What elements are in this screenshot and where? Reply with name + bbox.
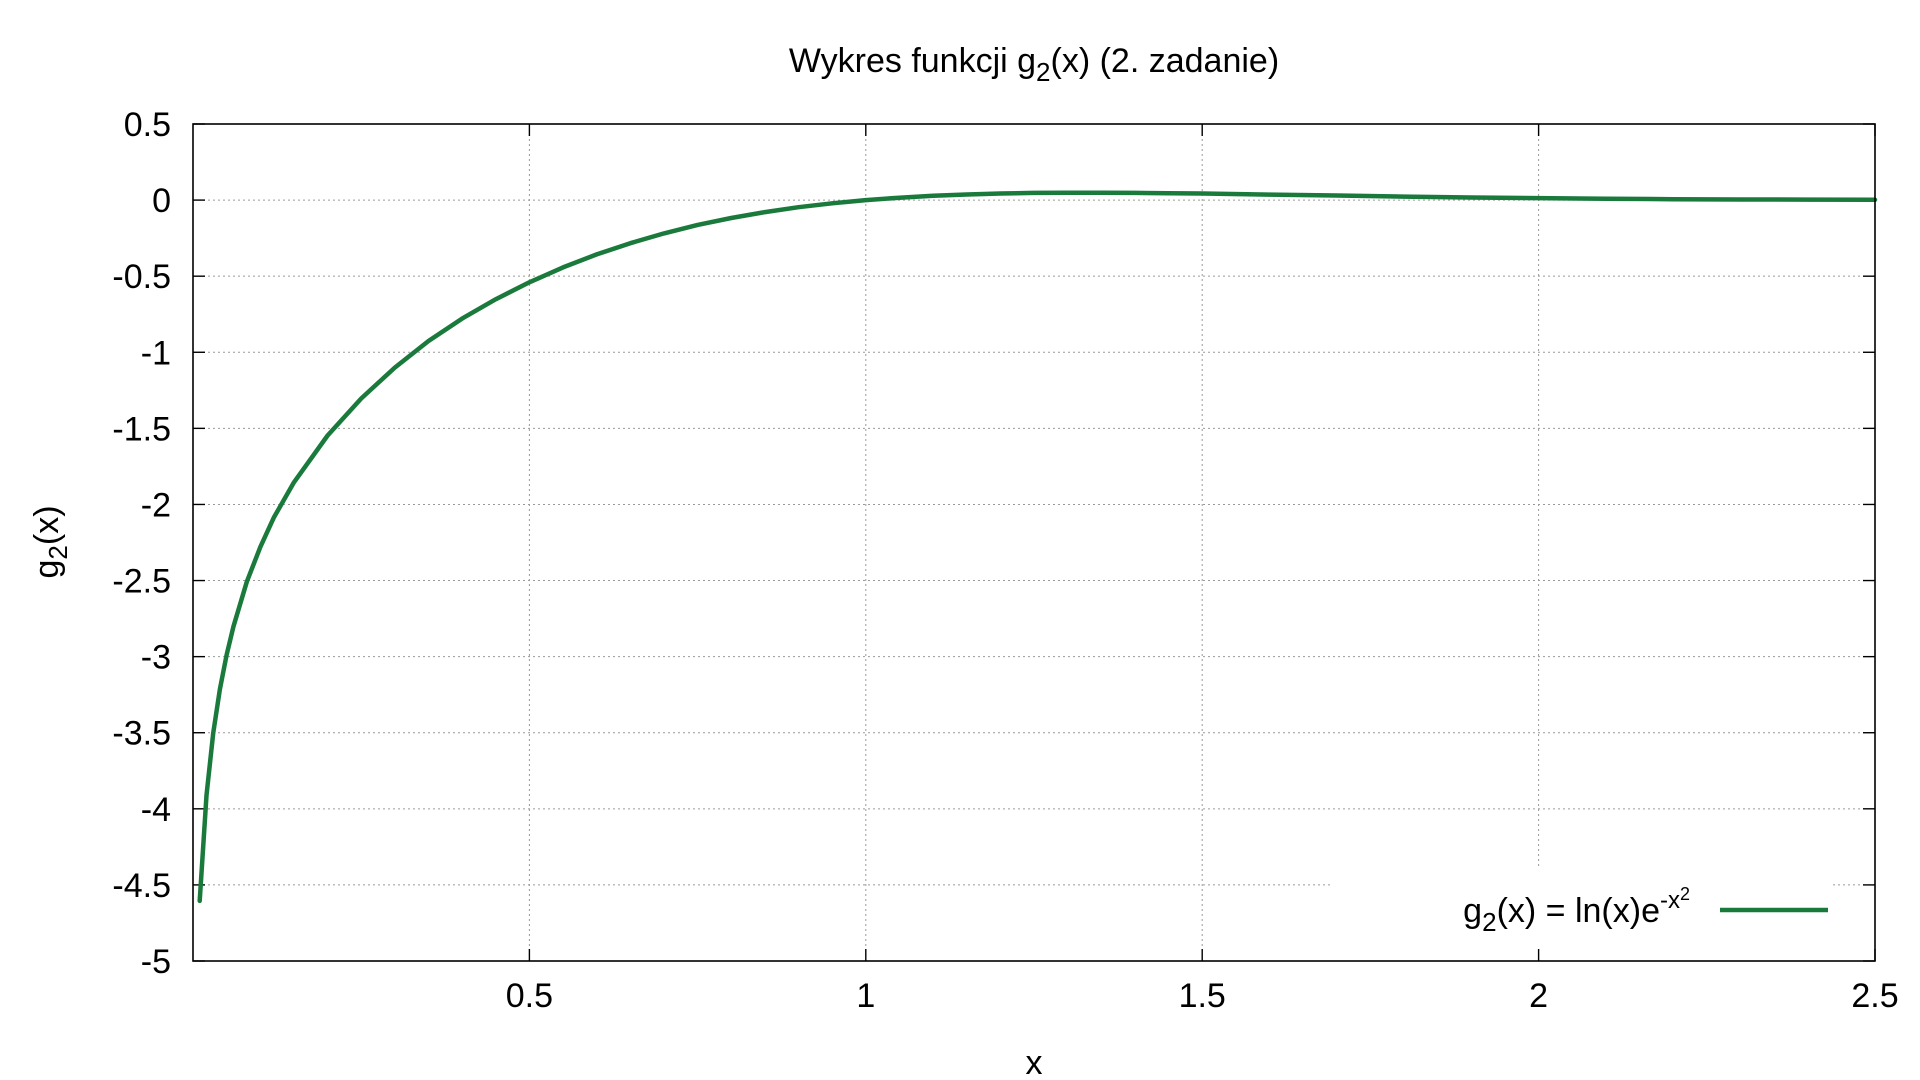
y-tick-label: 0 [152, 182, 171, 220]
y-tick-label: -3 [141, 639, 171, 677]
y-tick-label: -1 [141, 334, 171, 372]
legend-label: g2(x) = ln(x)e-x2 [1463, 884, 1690, 937]
series-line [197, 190, 1878, 904]
y-tick-label: -5 [141, 943, 171, 981]
y-tick-label: -2 [141, 486, 171, 524]
x-tick-label: 1 [856, 977, 875, 1015]
x-tick-label: 2.5 [1851, 977, 1898, 1015]
y-tick-label: -2.5 [112, 563, 171, 601]
grid [193, 124, 1875, 961]
x-tick-label: 1.5 [1179, 977, 1226, 1015]
legend: g2(x) = ln(x)e-x2 [1330, 868, 1830, 948]
y-tick-label: -3.5 [112, 715, 171, 753]
y-tick-label: -4 [141, 791, 171, 829]
tick-labels: 0.5 0 -0.5 -1 -1.5 -2 -2.5 -3 -3.5 -4 -4.5 -5 0.5 1 1.… [112, 106, 1898, 1015]
axis-ticks [193, 123, 1876, 962]
x-tick-label: 2 [1529, 977, 1548, 1015]
series-layer [197, 190, 1878, 904]
x-tick-label: 0.5 [506, 977, 553, 1015]
plot-frame [192, 123, 1876, 962]
y-tick-label: 0.5 [124, 106, 171, 144]
x-axis-label: x [1026, 1044, 1043, 1080]
y-tick-label: -0.5 [112, 258, 171, 296]
y-tick-label: -4.5 [112, 867, 171, 905]
y-axis-label: g2(x) [28, 505, 73, 578]
y-tick-label: -1.5 [112, 410, 171, 448]
chart-title: Wykres funkcji g2(x) (2. zadanie) [789, 42, 1279, 87]
